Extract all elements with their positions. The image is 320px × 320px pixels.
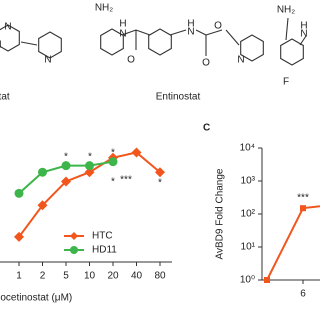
x-tick-label: 2 <box>40 271 46 282</box>
x-tick-label: 20 <box>107 271 119 282</box>
atom-label: N <box>119 29 126 40</box>
atom-label: NH₂ <box>277 5 295 16</box>
marker <box>61 161 71 171</box>
y-tick-label: 10² <box>241 209 256 220</box>
x-tick-label: 1 <box>16 271 22 282</box>
legend-marker <box>70 232 78 240</box>
atom-label: O <box>202 58 210 69</box>
x-tick-label: 10 <box>84 271 96 282</box>
marker <box>61 176 71 187</box>
atom-label: N <box>4 22 11 33</box>
compound-name: ostat <box>0 92 10 103</box>
bond <box>135 29 151 36</box>
atom-label: F <box>283 77 289 88</box>
bond <box>169 29 187 36</box>
x-tick-label: 5 <box>63 271 69 282</box>
marker <box>131 147 142 158</box>
significance: *** <box>297 193 309 204</box>
y-axis-label: AvBD9 Fold Change <box>215 168 226 259</box>
compound-name: Entinostat <box>156 92 201 103</box>
marker <box>155 167 165 178</box>
marker <box>37 200 48 211</box>
marker <box>38 167 47 177</box>
legend-label: HD11 <box>92 245 117 256</box>
significance: * <box>158 178 162 189</box>
x-tick-label: 6 <box>300 289 306 300</box>
bond <box>299 35 307 46</box>
atom-label: O <box>127 55 135 66</box>
x-axis-label: Mocetinostat (μM) <box>0 293 72 304</box>
panel-label: C <box>203 123 210 134</box>
ring <box>240 34 264 62</box>
y-tick-label: 10⁴ <box>240 143 255 154</box>
significance: * <box>111 177 115 188</box>
ring <box>280 38 304 66</box>
ring <box>148 28 172 56</box>
x-tick-label: 40 <box>131 271 143 282</box>
atom-label: H <box>187 19 194 30</box>
bond <box>285 17 289 41</box>
significance: * <box>111 148 115 159</box>
atom-label: N <box>187 27 194 38</box>
marker <box>14 231 24 242</box>
marker <box>300 205 306 212</box>
atom-label: H <box>119 19 126 30</box>
atom-label: N <box>237 55 244 66</box>
marker <box>264 277 270 283</box>
series-line <box>266 205 320 281</box>
marker <box>84 167 95 178</box>
atom-label: NH₂ <box>95 3 113 14</box>
atom-label: N <box>0 40 2 51</box>
bond <box>225 29 240 46</box>
bond <box>121 29 137 36</box>
bond <box>20 41 38 46</box>
marker <box>85 161 94 171</box>
y-tick-label: 10⁰ <box>240 275 255 286</box>
ring <box>0 24 20 52</box>
atom-label: H <box>300 21 307 32</box>
y-tick-label: 10¹ <box>241 242 256 253</box>
x-tick-label: 80 <box>154 271 166 282</box>
y-tick-label: 10³ <box>241 176 256 187</box>
legend-label: HTC <box>92 231 113 242</box>
atom-label: N <box>44 55 51 66</box>
marker <box>108 157 118 167</box>
atom-label: O <box>214 21 222 32</box>
bond <box>205 29 223 36</box>
atom-label: N <box>300 29 307 40</box>
bond <box>195 29 207 36</box>
significance: *** <box>120 175 132 186</box>
significance: * <box>64 152 68 163</box>
legend-marker <box>70 246 78 254</box>
ring <box>100 28 124 56</box>
ring <box>38 31 62 59</box>
marker <box>14 188 24 198</box>
significance: * <box>88 152 92 163</box>
